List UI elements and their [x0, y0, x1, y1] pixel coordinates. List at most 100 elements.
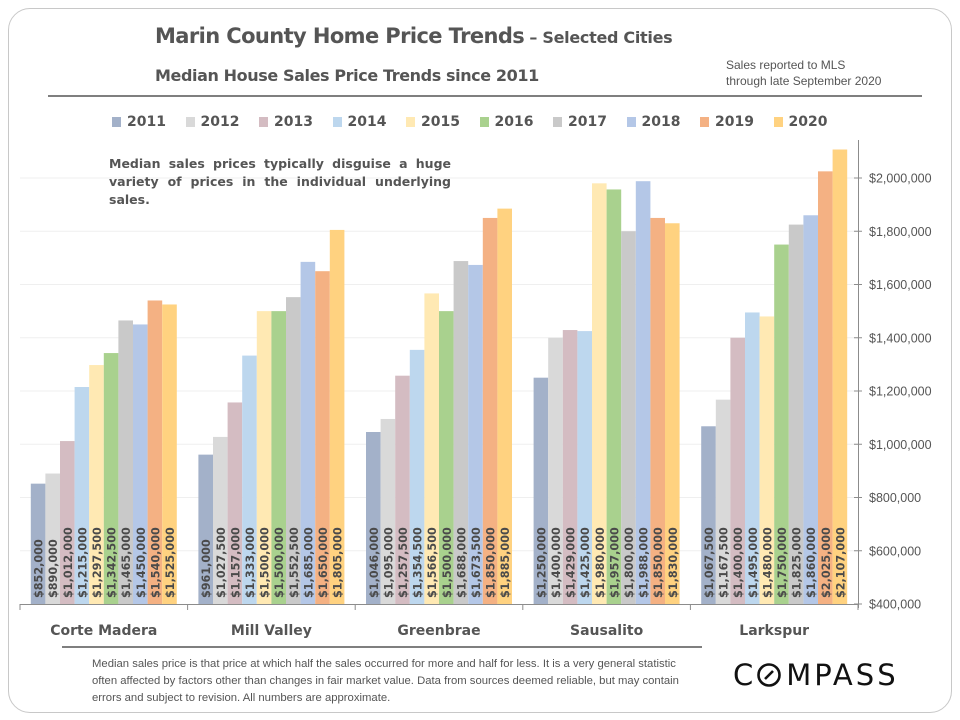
- data-label: $1,012,000: [62, 527, 75, 598]
- data-label: $1,825,000: [791, 527, 804, 598]
- data-label: $1,425,000: [579, 527, 592, 598]
- data-label: $1,450,000: [135, 527, 148, 598]
- bar-2014-mill-valley: [242, 355, 257, 604]
- data-label: $852,000: [33, 539, 46, 598]
- data-label: $1,885,000: [499, 527, 512, 598]
- bar-2019-sausalito: [650, 217, 665, 604]
- data-label: $1,850,000: [485, 527, 498, 598]
- bar-2011-greenbrae: [366, 432, 381, 604]
- note-line-2: through late September 2020: [726, 74, 882, 88]
- bar-2016-greenbrae: [439, 311, 454, 604]
- data-label: $1,957,000: [608, 527, 621, 598]
- data-label: $1,429,000: [565, 527, 578, 598]
- bar-2017-mill-valley: [286, 297, 301, 604]
- data-label: $1,046,000: [368, 527, 381, 598]
- bar-2015-larkspur: [759, 316, 775, 604]
- legend-label: 2012: [200, 114, 240, 130]
- legend-label: 2018: [641, 114, 681, 130]
- data-label: $1,333,000: [244, 527, 257, 598]
- title-main: Marin County Home Price Trends: [155, 24, 525, 48]
- bar-2011-larkspur: [701, 426, 716, 604]
- data-label: $1,805,000: [332, 527, 345, 598]
- data-label: $1,500,000: [441, 527, 454, 598]
- legend-label: 2017: [568, 114, 607, 130]
- data-label: $1,354,500: [412, 527, 425, 598]
- chart-callout: Median sales prices typically disguise a…: [109, 156, 451, 207]
- legend-swatch: [773, 117, 783, 127]
- x-tick-label: Larkspur: [739, 623, 809, 639]
- bar-2012-greenbrae: [380, 418, 396, 604]
- data-label: $2,025,000: [820, 527, 833, 598]
- page-title: Marin County Home Price Trends – Selecte…: [155, 24, 673, 48]
- bar-2019-greenbrae: [482, 217, 498, 604]
- bar-2013-larkspur: [730, 337, 745, 604]
- legend-label: 2016: [494, 114, 534, 130]
- data-label: $1,067,500: [703, 527, 716, 598]
- data-label: $1,552,500: [288, 527, 301, 598]
- bar-2020-mill-valley: [329, 229, 345, 604]
- bar-2020-larkspur: [832, 149, 848, 605]
- bar-2020-corte-madera: [162, 304, 177, 604]
- logo-compass-o-icon: [757, 663, 782, 687]
- data-label: $961,000: [200, 539, 213, 598]
- legend-swatch: [700, 117, 709, 127]
- bar-2013-greenbrae: [395, 375, 410, 604]
- bar-2016-larkspur: [774, 244, 789, 604]
- legend-item-2015: 2015: [406, 114, 480, 130]
- bar-2015-mill-valley: [256, 311, 272, 604]
- bar-2012-larkspur: [715, 399, 731, 604]
- data-label: $1,830,000: [667, 527, 680, 598]
- legend-label: 2014: [347, 114, 387, 130]
- legend-swatch: [185, 117, 195, 127]
- data-label: $1,850,000: [652, 527, 665, 598]
- bar-2014-greenbrae: [409, 349, 425, 604]
- bar-2014-corte-madera: [74, 387, 90, 604]
- data-label: $1,750,000: [776, 527, 789, 598]
- bar-2012-corte-madera: [45, 473, 60, 604]
- legend-label: 2011: [127, 114, 166, 130]
- data-label: $1,988,000: [638, 527, 651, 598]
- data-label: $1,860,000: [805, 527, 818, 598]
- bar-2011-mill-valley: [198, 454, 213, 604]
- bar-2016-sausalito: [606, 189, 622, 605]
- legend-item-2011: 2011: [112, 114, 186, 130]
- legend-item-2012: 2012: [185, 114, 260, 130]
- logo-text: C MPASS: [733, 658, 899, 692]
- bar-2017-sausalito: [621, 231, 636, 604]
- legend-swatch: [332, 117, 342, 127]
- data-label: $1,157,000: [229, 527, 242, 598]
- y-tick-label: $600,000: [869, 544, 921, 558]
- data-label: $1,685,000: [302, 527, 315, 598]
- bar-2019-corte-madera: [147, 300, 163, 604]
- x-tick-label: Greenbrae: [397, 623, 480, 639]
- data-label: $2,107,000: [834, 527, 847, 598]
- bar-2014-larkspur: [745, 312, 760, 604]
- data-label: $1,465,000: [120, 527, 133, 598]
- x-tick-label: Corte Madera: [50, 623, 157, 639]
- legend-item-2020: 2020: [773, 114, 848, 130]
- data-label: $1,566,500: [426, 527, 439, 598]
- data-label: $1,215,000: [76, 527, 89, 598]
- bar-2019-mill-valley: [315, 271, 330, 604]
- data-label: $1,500,000: [273, 527, 286, 598]
- compass-logo: C MPASS: [733, 658, 899, 692]
- bar-2017-corte-madera: [118, 320, 133, 604]
- data-label: $1,495,000: [747, 527, 760, 598]
- bar-2016-mill-valley: [271, 311, 286, 604]
- footer-divider: [62, 646, 702, 648]
- data-source-note: Sales reported to MLS through late Septe…: [726, 57, 881, 89]
- y-tick-label: $1,800,000: [869, 225, 932, 239]
- bar-2015-corte-madera: [89, 365, 104, 604]
- data-label: $1,257,500: [397, 527, 410, 598]
- bar-2018-corte-madera: [133, 324, 148, 604]
- y-tick-label: $1,400,000: [869, 331, 932, 345]
- y-tick-label: $400,000: [869, 598, 921, 612]
- data-label: $1,095,000: [382, 527, 395, 598]
- data-label: $1,480,000: [761, 527, 774, 598]
- legend-swatch: [406, 117, 415, 127]
- data-label: $1,400,000: [732, 527, 745, 598]
- legend-swatch: [553, 117, 562, 127]
- bar-2012-sausalito: [548, 337, 563, 604]
- data-label: $1,800,000: [623, 527, 636, 598]
- legend-label: 2019: [715, 114, 754, 130]
